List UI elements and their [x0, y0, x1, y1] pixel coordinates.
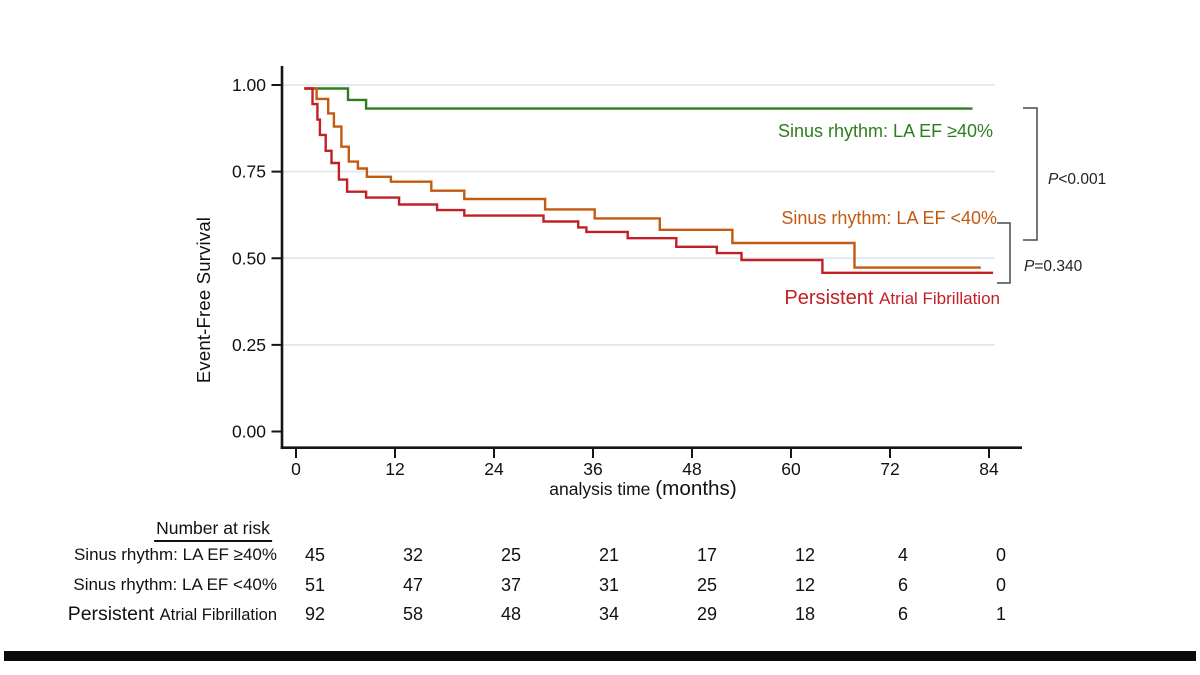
risk-count: 31 [599, 575, 619, 595]
risk-table-header: Number at risk [154, 518, 272, 542]
risk-count: 37 [501, 575, 521, 595]
risk-count: 18 [795, 604, 815, 624]
curve-sinus-ge40 [304, 87, 973, 110]
bracket-small [997, 222, 1011, 284]
risk-count: 12 [795, 545, 815, 565]
legend-sinus-laef-lt40: Sinus rhythm: LA EF <40% [781, 208, 997, 228]
risk-count: 25 [697, 575, 717, 595]
bottom-divider-bar [4, 651, 1196, 661]
risk-count: 29 [697, 604, 717, 624]
risk-count: 6 [898, 575, 908, 595]
gridlines [283, 84, 995, 346]
axes: 0.00 0.25 0.50 0.75 1.00 0 12 24 36 48 60 72 84 [232, 66, 1022, 479]
risk-count: 34 [599, 604, 619, 624]
risk-count: 1 [996, 604, 1006, 624]
risk-count: 58 [403, 604, 423, 624]
y-tick-label: 0.00 [232, 422, 266, 442]
x-tick-label: 72 [880, 459, 899, 479]
x-tick-label: 36 [583, 459, 602, 479]
x-tick-label: 24 [484, 459, 504, 479]
risk-count: 51 [305, 575, 325, 595]
risk-row-label-sinus-ge40: Sinus rhythm: LA EF ≥40% [73, 545, 277, 564]
risk-count: 0 [996, 575, 1006, 595]
survival-curves [304, 87, 994, 274]
legend-persistent-af: Persistent Atrial Fibrillation [784, 287, 1000, 309]
risk-row-label-persistent-af: Persistent Atrial Fibrillation [67, 603, 277, 625]
pvalue-sinus-vs-af: P<0.001 [1048, 171, 1107, 188]
pvalue-laef-comparison: P=0.340 [1024, 258, 1083, 275]
risk-count: 48 [501, 604, 521, 624]
x-tick-label: 84 [979, 459, 999, 479]
risk-count: 45 [305, 545, 325, 565]
curve-persistent-af [304, 87, 994, 274]
risk-count: 32 [403, 545, 423, 565]
curve-sinus-lt40 [304, 87, 981, 269]
x-tick-label: 60 [781, 459, 801, 479]
x-tick-label: 48 [682, 459, 701, 479]
x-tick-label: 0 [291, 459, 301, 479]
y-tick-label: 1.00 [232, 75, 266, 95]
risk-count: 0 [996, 545, 1006, 565]
risk-count: 6 [898, 604, 908, 624]
risk-count: 4 [898, 545, 908, 565]
y-tick-label: 0.75 [232, 162, 266, 182]
risk-count: 12 [795, 575, 815, 595]
x-tick-label: 12 [385, 459, 404, 479]
y-tick-label: 0.25 [232, 335, 266, 355]
legend-sinus-laef-ge40: Sinus rhythm: LA EF ≥40% [778, 121, 993, 141]
y-axis-title: Event-Free Survival [193, 216, 214, 384]
risk-count: 21 [599, 545, 619, 565]
risk-count: 25 [501, 545, 521, 565]
risk-count: 17 [697, 545, 717, 565]
risk-count: 47 [403, 575, 423, 595]
x-axis-title: analysis time (months) [549, 477, 737, 500]
y-tick-label: 0.50 [232, 248, 266, 268]
risk-row-label-sinus-lt40: Sinus rhythm: LA EF <40% [73, 575, 277, 594]
risk-table-counts: 45 32 25 21 17 12 4 0 51 47 37 31 25 12 6 0 92 58 48 34 29 18… [305, 545, 1006, 624]
pvalue-brackets [997, 107, 1038, 284]
bracket-large [1023, 107, 1038, 241]
risk-count: 92 [305, 604, 325, 624]
